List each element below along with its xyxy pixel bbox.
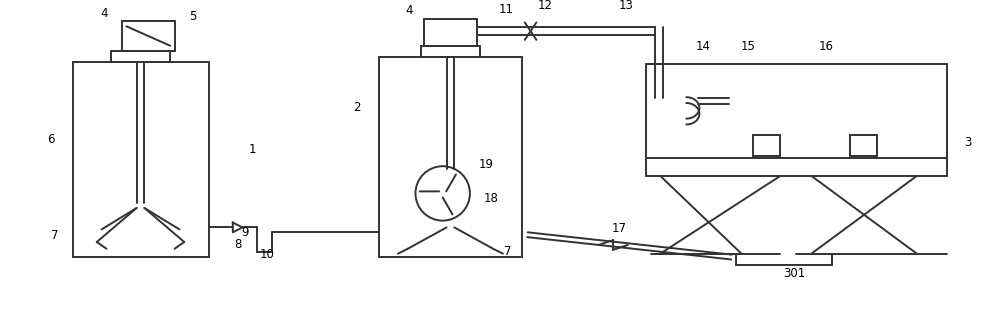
Text: 16: 16 — [819, 40, 834, 53]
Text: 19: 19 — [479, 158, 494, 171]
Bar — [111, 51, 170, 62]
Bar — [421, 46, 480, 57]
Text: 301: 301 — [783, 267, 805, 280]
Text: 7: 7 — [504, 245, 512, 258]
Text: 4: 4 — [405, 4, 413, 17]
Text: 8: 8 — [234, 238, 241, 251]
Bar — [122, 21, 175, 51]
Text: 3: 3 — [965, 136, 972, 149]
Text: 13: 13 — [619, 0, 634, 12]
Text: 4: 4 — [100, 7, 108, 20]
Text: 9: 9 — [242, 226, 249, 239]
Bar — [379, 57, 522, 257]
Bar — [850, 135, 877, 157]
Text: 10: 10 — [259, 248, 274, 261]
Text: 15: 15 — [741, 40, 756, 53]
Text: 1: 1 — [248, 143, 256, 156]
Text: 2: 2 — [353, 101, 361, 114]
Bar — [424, 19, 477, 46]
Text: 11: 11 — [499, 3, 514, 16]
Text: 6: 6 — [47, 134, 55, 146]
Text: 14: 14 — [695, 40, 710, 53]
Bar — [73, 62, 209, 257]
Bar — [646, 64, 947, 176]
Bar — [753, 135, 780, 157]
Text: 18: 18 — [484, 192, 499, 205]
Text: 7: 7 — [51, 229, 59, 242]
Text: 12: 12 — [538, 0, 553, 12]
Text: 5: 5 — [189, 10, 196, 23]
Text: 17: 17 — [612, 222, 627, 235]
